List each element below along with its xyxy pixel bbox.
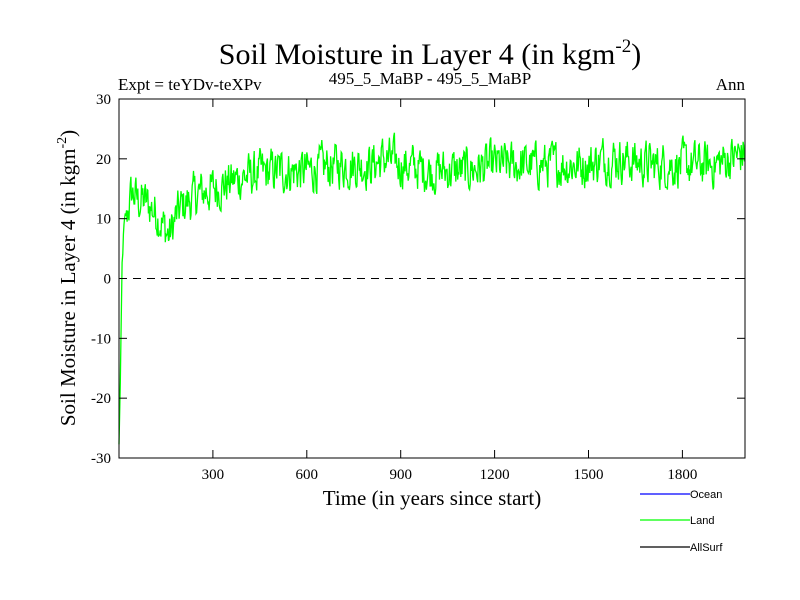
legend-label-ocean: Ocean	[690, 489, 722, 501]
y-tick-label: 10	[96, 212, 111, 228]
y-tick-label: -30	[91, 451, 111, 467]
y-axis-label: Soil Moisture in Layer 4 (in kgm-2)	[55, 130, 80, 426]
experiment-label: Expt = teYDv-teXPv	[118, 75, 262, 94]
legend-label-allsurf: AllSurf	[690, 542, 723, 554]
x-tick-label: 1200	[480, 467, 510, 483]
legend: Ocean Land AllSurf	[640, 489, 723, 554]
x-tick-label: 600	[296, 467, 319, 483]
x-tick-label: 900	[389, 467, 412, 483]
plot-frame	[118, 98, 746, 459]
series-line-land	[118, 132, 746, 445]
y-tick-label: -10	[91, 331, 111, 347]
x-tick-label: 1800	[667, 467, 697, 483]
season-label: Ann	[716, 75, 746, 94]
y-tick-label: 0	[104, 272, 112, 288]
y-tick-label: 20	[96, 152, 111, 168]
x-axis-label: Time (in years since start)	[323, 486, 542, 510]
y-tick-label: 30	[96, 92, 111, 108]
chart-title: Soil Moisture in Layer 4 (in kgm-2)	[219, 36, 641, 71]
legend-label-land: Land	[690, 515, 714, 527]
x-tick-label: 300	[202, 467, 225, 483]
x-tick-label: 1500	[574, 467, 604, 483]
y-tick-label: -20	[91, 391, 111, 407]
chart-subtitle: 495_5_MaBP - 495_5_MaBP	[329, 69, 531, 88]
